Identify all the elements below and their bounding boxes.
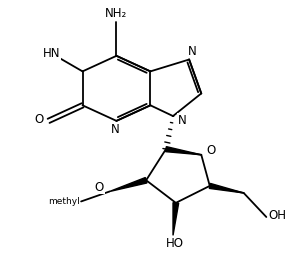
Text: O: O [34, 113, 43, 126]
Text: methyl: methyl [48, 197, 80, 206]
Text: N: N [187, 45, 196, 58]
Polygon shape [166, 147, 201, 155]
Text: OH: OH [269, 209, 287, 222]
Text: O: O [206, 144, 216, 157]
Polygon shape [109, 178, 147, 191]
Text: N: N [178, 114, 186, 127]
Polygon shape [209, 183, 244, 193]
Text: HN: HN [43, 46, 60, 59]
Polygon shape [173, 202, 179, 235]
Text: N: N [111, 123, 120, 136]
Text: NH₂: NH₂ [105, 7, 128, 20]
Text: O: O [95, 181, 104, 194]
Text: HO: HO [165, 237, 183, 250]
